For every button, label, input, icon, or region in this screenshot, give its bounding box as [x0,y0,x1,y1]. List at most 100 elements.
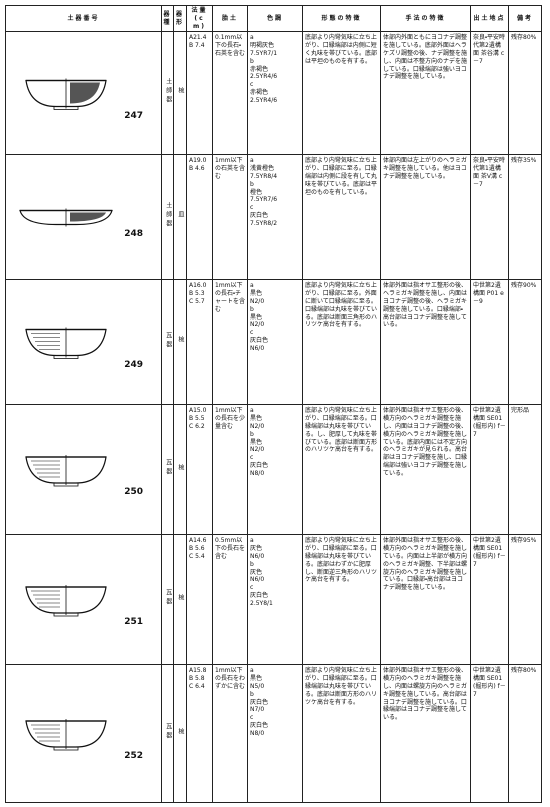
color-cell-line: a [250,157,254,165]
size-cell-line: B 5.5 [189,415,205,423]
technique-cell: 体部外面は指オサエ整形の後、横方向のヘラミガキ調整を施し、内面はヨコナデ調整の後… [380,404,471,536]
foot-ring [53,612,79,617]
foot-ring [53,105,79,110]
size-cell: A21.4 B 7.4 [186,31,213,156]
color-cell-line: N5/0 [250,682,265,690]
form-cell-text: 椀 [176,593,184,603]
kind-cell: 土師器 [161,154,174,281]
size-cell: A15.0 B 5.5 C 6.2 [186,404,213,536]
size-cell-line: A19.0 [189,157,207,165]
color-cell-line: 7.5YR7/6 [250,196,278,204]
shape-cell: 底部より内彎気味に立ち上がり、口縁端部に至る。口縁端部は丸味を帯びている。底部は… [302,664,381,804]
pottery-drawing [25,454,107,487]
color-cell-line: 黒色 [250,438,263,446]
header-cell: 器種 [161,4,174,33]
color-cell-line: a [250,537,254,545]
color-cell-line: N6/0 [250,344,265,352]
note-cell: 残存35% [508,154,542,281]
shape-cell: 底部より内彎気味に立ち上がり、口縁端部に至る。口縁端部は丸味を帯びている。し、肥… [302,404,381,536]
color-cell: a 黒色 N5/0 b 灰白色 N7/0 c 灰白色 N8/0 [247,664,303,804]
form-cell: 椀 [173,534,187,666]
paste-cell: 1mm以下の長石を少量含む [212,404,248,536]
color-cell-line: 7.5YR7/1 [250,49,278,57]
pottery-drawing [19,208,113,227]
color-cell-line: a [250,34,254,42]
header-cell: 法量(cm) [186,4,213,33]
kind-cell: 瓦器 [161,664,174,804]
kind-cell-text: 土師器 [164,78,172,106]
pottery-number: 248 [124,228,143,239]
color-cell-line: c [250,714,254,722]
color-cell: a 黒色 N2/0 b 黒色 N2/0 c 灰白色 N8/0 [247,404,303,536]
form-cell: 椀 [173,664,187,804]
color-cell-line: 黒色 [250,675,263,683]
site-cell: 中世第2遺構面 SE01 (掘形内) f－7 [470,664,509,804]
form-cell: 椀 [173,279,187,406]
color-cell-line: 灰白色 [250,211,269,219]
form-cell-text: 皿 [176,211,184,221]
form-cell: 椀 [173,31,187,156]
size-cell-line: C 6.4 [189,682,205,690]
shape-cell: 底部より内彎気味に立ち上がり、口縁端部に至る。口縁端部は丸味を帯びている。底部は… [302,534,381,666]
pottery-number: 250 [124,487,143,498]
site-cell: 中世第2遺構面 SE01 (掘形内) f－7 [470,404,509,536]
technique-cell: 体部内面は左上がりのヘラミガキ調整を施している。他はヨコナデ調整を施している。 [380,154,471,281]
color-cell-line: 7.5YR8/4 [250,172,278,180]
technique-cell: 体部外面は指オサエ整形の後、横方向のヘラミガキ調整を施し、内面は螺旋方向のヘラミ… [380,664,471,804]
color-cell-line: 赤褐色 [250,65,269,73]
note-cell: 残存90% [508,279,542,406]
color-cell-line: 明褐灰色 [250,42,275,50]
table-row: 250 瓦器椀 A15.0 B 5.5 C 6.2 1mm以下の長石を少量含む a 黒色 N2/… [5,404,542,536]
kind-cell: 瓦器 [161,404,174,536]
pottery-number: 249 [124,359,143,370]
color-cell-line: 灰白色 [250,336,269,344]
color-cell-line: a [250,667,254,675]
color-cell-line: 2.5YR4/6 [250,96,278,104]
color-cell-line: c [250,329,254,337]
pottery-table: 土器番号 器種 器形 法量(cm) 胎土 色調 形態の特徴 手法の特徴 出土地点… [5,4,542,804]
drawing-cell: 247 [5,31,162,156]
color-cell-line: 灰色 [250,568,263,576]
kind-cell: 瓦器 [161,534,174,666]
drawing-cell: 251 [5,534,162,666]
color-cell-line: c [250,584,254,592]
color-cell: a 灰色 N6/0 b 灰色 N6/0 c 灰白色 2.5Y8/1 [247,534,303,666]
size-cell-line: B 5.8 [189,675,205,683]
form-cell: 皿 [173,154,187,281]
foot-ring [53,482,79,487]
color-cell: a 浅黄橙色 7.5YR8/4 b 橙色 7.5YR7/6 c 灰白色 7.5YR8/2 [247,154,303,281]
table-body: 247 土師器椀 A21.4 B 7.4 0.1mm以下の長石・石英を含む a 明褐灰色 7.… [5,31,542,804]
table-row: 251 瓦器椀 A14.6 B 5.6 C 5.4 0.5mm以下の長石を含む a 灰色 N6/… [5,534,542,666]
header-cell: 備考 [508,4,542,33]
paste-cell: 0.5mm以下の長石を含む [212,534,248,666]
color-cell-line: c [250,204,254,212]
size-cell-line: A15.0 [189,407,207,415]
color-cell-line: c [250,454,254,462]
report-sheet: 土器番号 器種 器形 法量(cm) 胎土 色調 形態の特徴 手法の特徴 出土地点… [5,4,542,804]
section-fill [70,212,106,222]
header-row: 土器番号 器種 器形 法量(cm) 胎土 色調 形態の特徴 手法の特徴 出土地点… [5,4,542,33]
color-cell-line: 灰白色 [250,721,269,729]
pottery-drawing [25,327,107,359]
color-cell: a 明褐灰色 7.5YR7/1 b 赤褐色 2.5YR4/6 c 赤褐色 2.5YR4/6 [247,31,303,156]
size-cell-line: A14.6 [189,537,207,545]
shape-cell: 底部より内彎気味に立ち上がり、口縁部に至る。外面に断いて口縁端部に至る。口縁端部… [302,279,381,406]
size-cell-line: C 5.4 [189,552,205,560]
size-cell-line: B 5.6 [189,545,205,553]
site-cell: 奈良・平安時代第1遺構面 茶V溝 c－7 [470,154,509,281]
pottery-drawing [25,718,107,751]
size-cell-line: A21.4 [189,34,207,42]
paste-cell: 0.1mm以下の長石・石英を含む [212,31,248,156]
kind-cell-text: 土師器 [164,202,172,230]
note-cell: 完形品 [508,404,542,536]
note-cell: 残存95% [508,534,542,666]
color-cell-line: N2/0 [250,446,265,454]
color-cell-line: b [250,690,254,698]
header-cell: 形態の特徴 [302,4,381,33]
drawing-cell: 248 [5,154,162,281]
pottery-number: 252 [124,751,143,762]
section-fill [70,82,100,104]
pottery-number: 251 [124,617,143,628]
header-cell: 器形 [173,4,187,33]
color-cell-line: b [250,560,254,568]
